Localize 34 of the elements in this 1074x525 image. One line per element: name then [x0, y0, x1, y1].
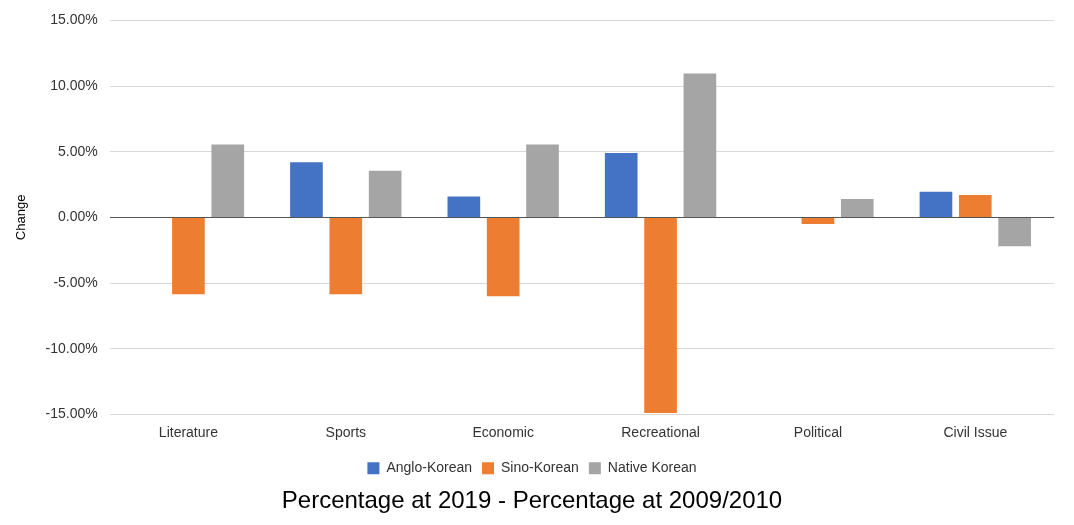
bar: [840, 199, 874, 217]
y-axis-title: Change: [13, 194, 29, 241]
bar: [290, 162, 323, 217]
bar: [172, 217, 205, 295]
y-tick-label: 10.00%: [50, 76, 98, 93]
x-tick-label: Political: [793, 423, 843, 440]
bar: [958, 195, 992, 217]
bar: [486, 217, 520, 297]
x-tick-label: Civil Issue: [943, 423, 1008, 440]
bar: [644, 217, 677, 414]
x-tick-label: Literature: [158, 423, 219, 440]
bar: [683, 73, 717, 217]
bar: [919, 191, 953, 217]
x-tick-label: Economic: [472, 423, 534, 440]
x-tick-label: Recreational: [621, 423, 700, 440]
bar: [998, 217, 1031, 247]
y-tick-label: -5.00%: [53, 273, 98, 290]
y-tick-label: -10.00%: [45, 339, 98, 356]
bar: [801, 217, 835, 224]
bar: [368, 170, 402, 217]
text: Percentage at 2019 - Percentage at 2009/2010: [281, 486, 783, 514]
x-tick-label: Sports: [325, 423, 367, 440]
bar: [447, 196, 481, 217]
bar: [329, 217, 363, 295]
y-tick-label: -15.00%: [45, 405, 98, 422]
legend-label: Anglo-Korean: [386, 459, 473, 476]
y-tick-label: 5.00%: [58, 142, 98, 159]
legend-label: Native Korean: [607, 459, 697, 476]
y-tick-label: 0.00%: [58, 208, 98, 225]
legend-label: Sino-Korean: [501, 459, 579, 476]
bar: [211, 144, 245, 217]
y-tick-label: 15.00%: [50, 11, 98, 28]
bar: [526, 144, 559, 217]
bar: [604, 153, 638, 217]
